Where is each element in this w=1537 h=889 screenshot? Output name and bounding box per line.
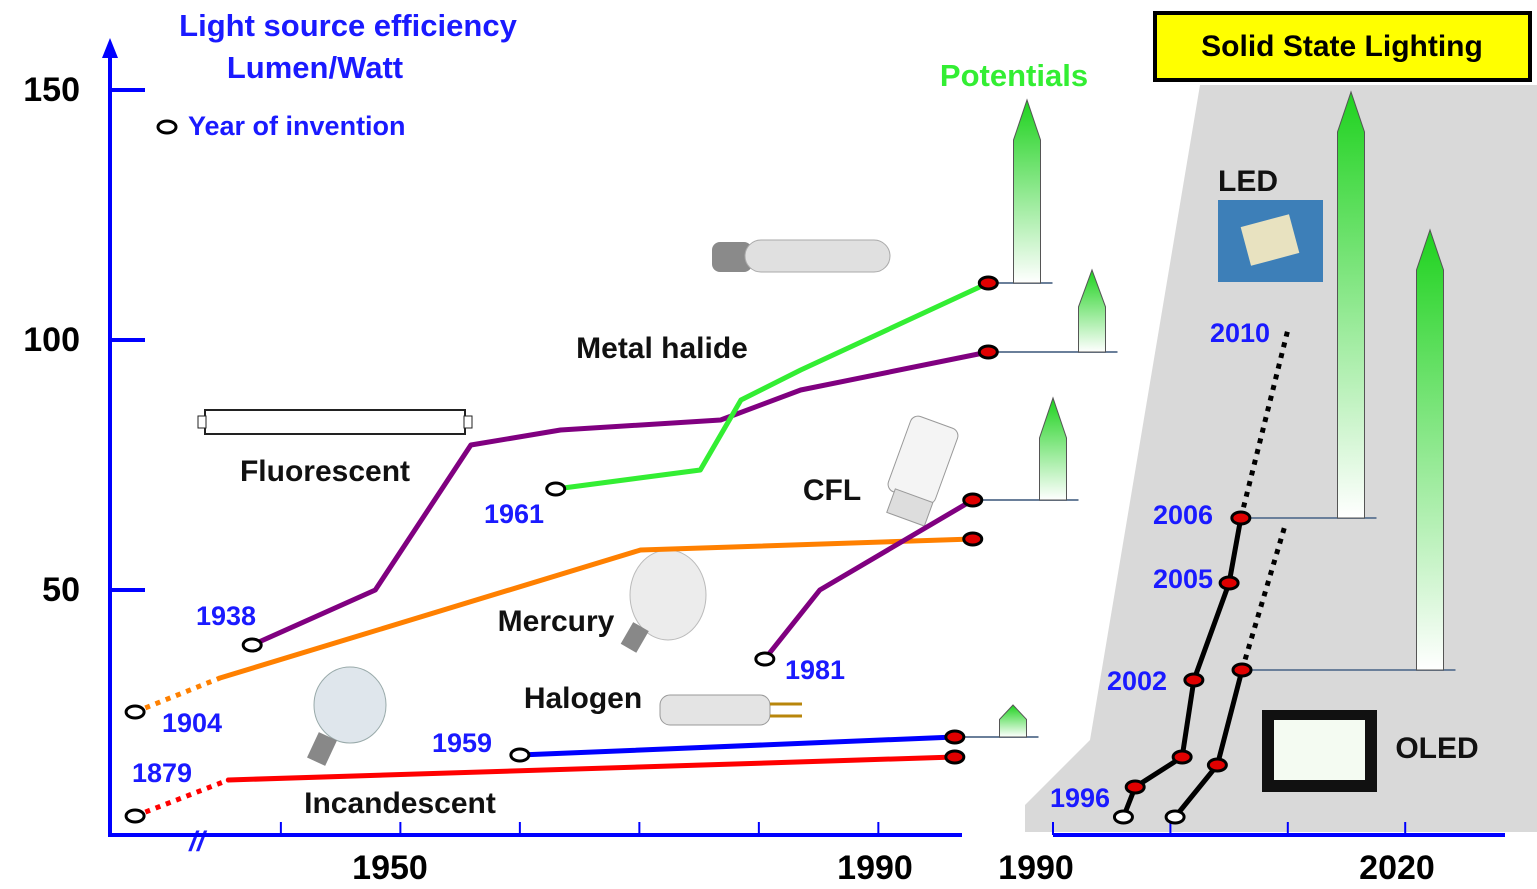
point-marker	[511, 749, 529, 761]
series-line	[135, 678, 220, 712]
y-axis-arrow	[102, 38, 118, 58]
potential-arrow	[1000, 705, 1027, 737]
series-line	[228, 757, 955, 780]
potential-arrow	[1417, 230, 1444, 670]
point-year: 2010	[1210, 318, 1270, 348]
chart: Solid State Lighting Light source effici…	[0, 0, 1537, 889]
x-tick-label: 2020	[1359, 849, 1435, 887]
point-marker	[126, 706, 144, 718]
legend-label: Year of invention	[188, 111, 406, 141]
point-marker	[1114, 811, 1132, 823]
point-marker	[1208, 759, 1226, 771]
point-year: 2002	[1107, 666, 1167, 696]
point-year: 2005	[1153, 564, 1213, 594]
invention-year: 1961	[484, 499, 544, 529]
series-name: Metal halide	[576, 332, 748, 365]
potential-arrow	[1040, 398, 1067, 500]
y-tick-label: 100	[23, 321, 80, 359]
point-marker	[243, 639, 261, 651]
invention-year: 1959	[432, 728, 492, 758]
invention-year: 1904	[162, 708, 222, 738]
tube-image	[205, 410, 465, 434]
x-tick-label: 1990	[998, 849, 1074, 887]
incandescent-image	[314, 667, 386, 743]
point-marker	[126, 810, 144, 822]
halide-bulb	[745, 240, 890, 272]
chart-title: Light source efficiency	[179, 8, 517, 43]
series-name: Halogen	[524, 682, 642, 715]
series-name: Fluorescent	[240, 455, 410, 488]
series-name: Mercury	[498, 605, 615, 638]
point-marker	[1220, 577, 1238, 589]
point-marker	[946, 731, 964, 743]
point-year: 2006	[1153, 500, 1213, 530]
point-year: 1996	[1050, 783, 1110, 813]
y-tick-label: 150	[23, 71, 80, 109]
point-marker	[964, 533, 982, 545]
point-marker	[964, 494, 982, 506]
chart-subtitle: Lumen/Watt	[227, 50, 403, 85]
series-name: LED	[1218, 165, 1278, 198]
potential-arrow	[1079, 270, 1106, 352]
potential-arrow	[1338, 92, 1365, 518]
axis-break: //	[187, 825, 208, 856]
tube-cap	[198, 416, 206, 428]
oled-panel	[1274, 720, 1365, 780]
x-tick-label: 1950	[352, 849, 428, 887]
point-marker	[979, 346, 997, 358]
y-tick-label: 50	[42, 571, 80, 609]
point-marker	[1166, 811, 1184, 823]
invention-year: 1981	[785, 655, 845, 685]
halogen-image	[660, 695, 770, 725]
point-marker	[756, 653, 774, 665]
invention-year: 1879	[132, 758, 192, 788]
series-name: OLED	[1395, 732, 1478, 765]
point-marker	[979, 277, 997, 289]
banner: Solid State Lighting	[1201, 30, 1483, 63]
potential-arrow	[1014, 100, 1041, 283]
series-name: CFL	[803, 474, 861, 507]
series-line	[520, 737, 955, 755]
point-marker	[1173, 751, 1191, 763]
series-line	[252, 352, 988, 645]
point-marker	[1232, 512, 1250, 524]
mercury-image	[630, 550, 706, 640]
x-tick-label: 1990	[837, 849, 913, 887]
series-name: Incandescent	[304, 787, 496, 820]
potentials-label: Potentials	[940, 58, 1088, 93]
legend-marker	[158, 121, 176, 133]
invention-year: 1938	[196, 601, 256, 631]
point-marker	[1126, 781, 1144, 793]
tube-cap	[464, 416, 472, 428]
point-marker	[1185, 674, 1203, 686]
series-line	[765, 500, 973, 659]
point-marker	[1233, 664, 1251, 676]
point-marker	[547, 483, 565, 495]
point-marker	[946, 751, 964, 763]
